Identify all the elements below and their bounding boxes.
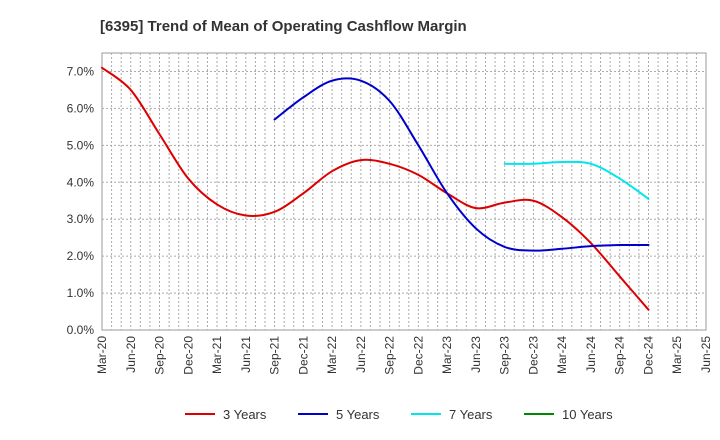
x-tick-label: Mar-21 <box>210 336 224 374</box>
y-tick-label: 0.0% <box>67 323 95 337</box>
x-tick-label: Sep-22 <box>383 336 397 375</box>
plot-area <box>101 52 707 331</box>
x-tick-label: Sep-20 <box>153 336 167 375</box>
y-tick-label: 6.0% <box>67 101 95 115</box>
chart-title: [6395] Trend of Mean of Operating Cashfl… <box>100 18 467 35</box>
x-tick-label: Jun-25 <box>699 336 713 373</box>
legend-label-5-years: 5 Years <box>336 407 380 422</box>
legend-label-10-years: 10 Years <box>562 407 613 422</box>
y-tick-label: 7.0% <box>67 64 95 78</box>
series-line-5-years <box>273 77 650 252</box>
x-tick-label: Mar-22 <box>325 336 339 374</box>
x-tick-label: Sep-24 <box>613 336 627 375</box>
y-tick-label: 1.0% <box>67 286 95 300</box>
y-tick-label: 2.0% <box>67 249 95 263</box>
x-tick-label: Dec-23 <box>526 336 540 375</box>
x-tick-label: Jun-21 <box>239 336 253 373</box>
y-tick-label: 5.0% <box>67 138 95 152</box>
x-tick-label: Jun-23 <box>469 336 483 373</box>
x-tick-label: Dec-21 <box>296 336 310 375</box>
x-tick-label: Jun-20 <box>124 336 138 373</box>
legend-label-7-years: 7 Years <box>449 407 493 422</box>
x-tick-label: Dec-24 <box>641 336 655 375</box>
x-tick-label: Jun-24 <box>584 336 598 373</box>
legend-label-3-years: 3 Years <box>223 407 267 422</box>
series-line-7-years <box>503 160 650 200</box>
x-tick-label: Mar-24 <box>555 336 569 374</box>
y-tick-label: 3.0% <box>67 212 95 226</box>
series-line-3-years <box>101 66 650 311</box>
y-tick-label: 4.0% <box>67 175 95 189</box>
x-tick-label: Jun-22 <box>354 336 368 373</box>
x-tick-label: Sep-23 <box>498 336 512 375</box>
x-tick-label: Mar-25 <box>670 336 684 374</box>
x-tick-label: Sep-21 <box>268 336 282 375</box>
x-tick-label: Mar-23 <box>440 336 454 374</box>
x-tick-label: Dec-22 <box>411 336 425 375</box>
x-tick-label: Mar-20 <box>95 336 109 374</box>
x-tick-label: Dec-20 <box>181 336 195 375</box>
